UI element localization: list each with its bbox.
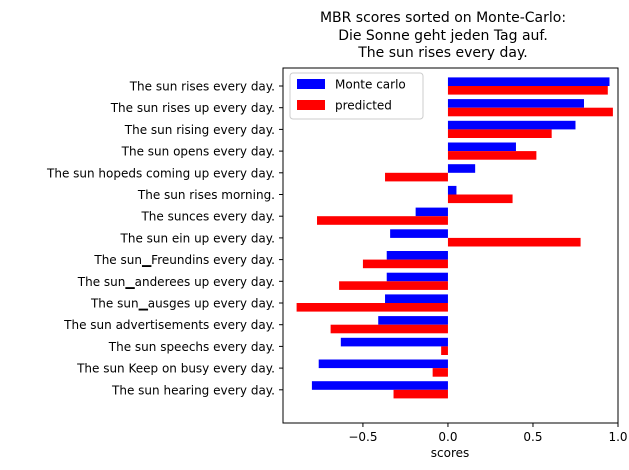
y-tick-label: The sun hearing every day.: [111, 383, 275, 397]
y-tick-label: The sunces every day.: [140, 210, 275, 224]
bar-predicted-4: [385, 172, 448, 182]
y-tick-label: The sun▁ausges up every day.: [90, 297, 275, 311]
bar-monte-carlo-7: [390, 229, 448, 238]
bar-monte-carlo-11: [378, 316, 448, 325]
chart-title-line-3: The sun rises every day.: [357, 45, 527, 61]
legend-swatch: [297, 79, 325, 89]
chart-title-line-2: Die Sonne geht jeden Tag auf.: [338, 28, 548, 44]
bar-predicted-13: [432, 368, 448, 377]
bar-predicted-14: [393, 389, 448, 399]
bar-monte-carlo-4: [447, 164, 476, 173]
y-tick-label: The sun advertisements every day.: [63, 318, 275, 332]
legend-label: Monte carlo: [335, 78, 406, 92]
bar-monte-carlo-0: [447, 77, 610, 86]
chart-title-line-1: MBR scores sorted on Monte-Carlo:: [320, 10, 566, 26]
y-tick-label: The sun rises morning.: [137, 188, 275, 202]
x-tick-label: −0.5: [348, 430, 377, 444]
x-axis-label: scores: [431, 446, 470, 460]
y-tick-label: The sun▁anderees up every day.: [77, 275, 275, 289]
y-tick-label: The sun opens every day.: [121, 145, 275, 159]
bar-monte-carlo-2: [447, 120, 576, 130]
bar-predicted-1: [447, 107, 613, 117]
bar-monte-carlo-14: [311, 381, 448, 390]
bar-predicted-2: [447, 129, 552, 138]
bar-monte-carlo-3: [447, 142, 516, 152]
x-tick-label: 0.5: [523, 430, 542, 444]
bar-monte-carlo-5: [447, 185, 457, 195]
y-tick-label: The sun rising every day.: [124, 123, 275, 137]
bar-monte-carlo-13: [318, 359, 448, 369]
y-tick-label: The sun hopeds coming up every day.: [46, 166, 275, 180]
legend-swatch: [297, 100, 325, 110]
bar-predicted-10: [296, 303, 448, 312]
bar-predicted-5: [447, 194, 513, 204]
bar-predicted-7: [447, 237, 581, 247]
y-tick-label: The sun rises every day.: [129, 80, 275, 94]
bars-group: [296, 77, 613, 399]
y-tick-label: The sun rises up every day.: [110, 101, 275, 115]
bar-predicted-9: [339, 281, 448, 290]
y-tick-label: The sun speechs every day.: [108, 340, 275, 354]
bar-monte-carlo-6: [415, 207, 448, 217]
legend-label: predicted: [335, 99, 392, 113]
x-tick-label: 0.0: [438, 430, 457, 444]
y-tick-label: The sun ein up every day.: [120, 231, 275, 245]
bar-monte-carlo-10: [385, 294, 448, 303]
bar-predicted-12: [441, 346, 448, 355]
x-axis-ticks: −0.5 0.0 0.5 1.0: [348, 423, 628, 444]
bar-monte-carlo-1: [447, 99, 584, 108]
y-tick-label: The sun▁Freundins every day.: [93, 253, 275, 267]
legend: Monte carlo predicted: [289, 72, 424, 120]
plot-frame: [282, 67, 619, 424]
bar-monte-carlo-8: [386, 251, 448, 260]
y-axis-category-labels: The sun rises every day. The sun rises up…: [46, 80, 283, 397]
bar-predicted-6: [317, 216, 448, 225]
bar-monte-carlo-9: [386, 272, 448, 282]
bar-predicted-0: [447, 86, 608, 95]
chart-title: MBR scores sorted on Monte-Carlo: Die So…: [320, 10, 566, 61]
x-tick-label: 1.0: [608, 430, 627, 444]
bar-predicted-11: [330, 324, 448, 334]
bar-monte-carlo-12: [340, 337, 448, 347]
y-tick-label: The sun Keep on busy every day.: [76, 362, 275, 376]
bar-predicted-8: [362, 259, 448, 269]
bar-predicted-3: [447, 151, 537, 160]
